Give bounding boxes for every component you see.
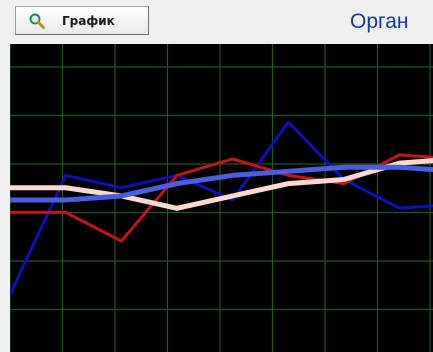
magnifier-icon bbox=[26, 11, 48, 31]
chart-plot-area bbox=[10, 44, 433, 352]
series-line-4 bbox=[10, 164, 433, 203]
line-chart bbox=[10, 44, 433, 352]
chart-grid bbox=[10, 44, 433, 352]
organ-label: Орган bbox=[350, 10, 409, 33]
series-line-1 bbox=[10, 120, 433, 297]
graph-button[interactable]: График bbox=[15, 6, 149, 35]
series-line-2 bbox=[10, 153, 433, 243]
graph-button-label: График bbox=[62, 13, 115, 28]
toolbar: График Орган bbox=[0, 0, 433, 44]
chart-series bbox=[10, 120, 433, 297]
